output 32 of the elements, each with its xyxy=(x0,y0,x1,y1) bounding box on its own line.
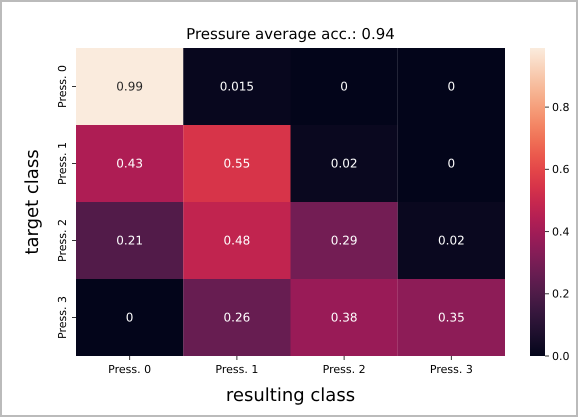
data-label: 0.48 xyxy=(224,234,250,248)
x-tick-label: Press. 3 xyxy=(430,363,473,376)
data-label: 0.26 xyxy=(224,310,250,325)
color-bar-label: 0.2 xyxy=(552,288,570,301)
y-tick-label: Press. 2 xyxy=(56,219,69,262)
data-label: 0.99 xyxy=(116,80,143,94)
color-bar-label: 0.8 xyxy=(552,100,570,114)
y-tick-label: Press. 1 xyxy=(56,142,69,185)
data-label: 0.55 xyxy=(224,156,250,171)
data-label: 0.35 xyxy=(438,310,465,325)
color-bar-label: 0.0 xyxy=(552,350,570,363)
color-bar-label: 0.4 xyxy=(552,225,570,238)
data-label: 0.43 xyxy=(116,156,143,171)
data-label: 0.02 xyxy=(438,234,465,248)
data-label: 0.38 xyxy=(330,310,358,325)
data-label: 0 xyxy=(340,80,348,94)
x-tick-label: Press. 0 xyxy=(108,363,152,376)
x-axis-title: resulting class xyxy=(226,385,356,406)
y-tick-label: Press. 0 xyxy=(56,65,69,108)
chart-title: Pressure average acc.: 0.94 xyxy=(186,25,395,43)
y-axis-title: target class xyxy=(22,149,43,255)
color-bar-label: 0.6 xyxy=(552,163,570,176)
data-label: 0.29 xyxy=(330,234,358,248)
y-tick-label: Press. 3 xyxy=(56,296,69,339)
x-tick-label: Press. 2 xyxy=(322,363,366,376)
data-label: 0 xyxy=(448,156,456,171)
data-label: 0.015 xyxy=(220,80,254,94)
data-label: 0.21 xyxy=(116,234,143,248)
data-label: 0 xyxy=(126,310,134,325)
data-label: 0 xyxy=(448,80,456,94)
x-tick-label: Press. 1 xyxy=(215,363,258,376)
data-label: 0.02 xyxy=(330,156,358,171)
